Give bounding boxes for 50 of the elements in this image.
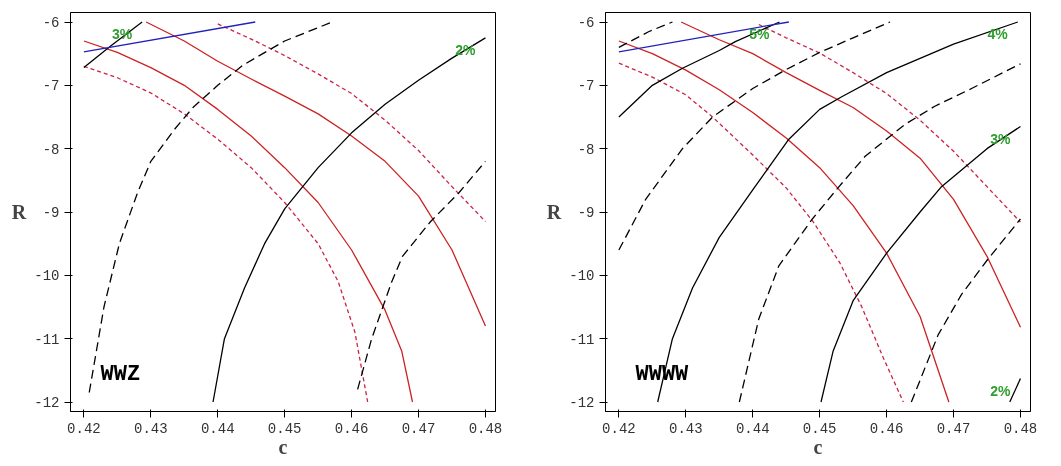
x-tick-label: 0.46 — [869, 420, 904, 437]
x-tick-label: 0.47 — [936, 420, 971, 437]
x-tick-label: 0.47 — [401, 420, 436, 437]
y-tick-label: -6 — [577, 15, 595, 31]
x-tick-label: 0.42 — [602, 420, 636, 437]
line-series — [88, 21, 333, 394]
x-tick-label: 0.43 — [134, 420, 168, 437]
series-label: 2% — [990, 382, 1012, 399]
x-tick-label: 0.45 — [267, 420, 302, 437]
y-tick-label: -7 — [42, 78, 60, 95]
y-tick-label: -10 — [569, 268, 595, 285]
x-tick-label: 0.44 — [200, 420, 235, 437]
x-tick-label: 0.48 — [1003, 420, 1038, 437]
y-tick-label: -12 — [34, 395, 60, 411]
annotation: WWZ — [100, 361, 141, 387]
line-series — [356, 160, 487, 390]
line-series — [618, 62, 904, 403]
x-tick-label: 0.42 — [67, 420, 101, 437]
series-label: 4% — [987, 26, 1009, 42]
line-series — [618, 21, 891, 251]
y-tick-label: -11 — [569, 331, 595, 348]
y-tick-label: -12 — [569, 395, 595, 411]
line-series — [910, 218, 1022, 403]
x-axis-title: c — [278, 435, 288, 458]
y-tick-label: -9 — [42, 205, 60, 221]
line-series — [738, 63, 1022, 403]
x-tick-label: 0.46 — [334, 420, 369, 437]
line-series — [83, 65, 369, 403]
line-series — [618, 40, 950, 403]
y-tick-label: -11 — [34, 331, 60, 348]
x-tick-label: 0.48 — [468, 420, 503, 437]
y-tick-label: -8 — [577, 141, 595, 158]
line-series — [680, 21, 1022, 328]
y-tick-label: -6 — [42, 15, 60, 31]
y-axis-title: R — [546, 201, 562, 223]
line-series — [83, 40, 414, 403]
x-tick-label: 0.44 — [735, 420, 770, 437]
x-axis-title: c — [813, 435, 823, 458]
line-series — [145, 21, 487, 327]
line-series — [618, 21, 781, 118]
x-tick-label: 0.43 — [669, 420, 703, 437]
y-tick-label: -8 — [42, 141, 60, 158]
y-tick-label: -9 — [577, 205, 595, 221]
y-axis-title: R — [11, 201, 27, 223]
line-series — [820, 125, 1022, 403]
y-tick-label: -7 — [577, 78, 595, 95]
line-series — [212, 37, 487, 403]
y-tick-label: -10 — [34, 268, 60, 285]
series-label: 5% — [749, 26, 771, 42]
x-tick-label: 0.45 — [802, 420, 837, 437]
